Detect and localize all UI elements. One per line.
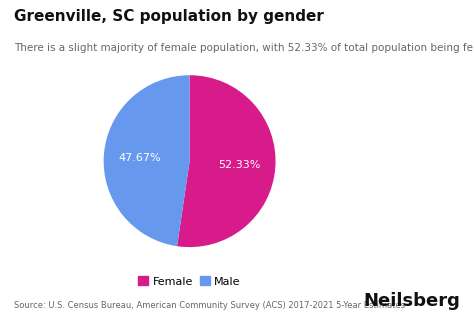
Text: There is a slight majority of female population, with 52.33% of total population: There is a slight majority of female pop… <box>14 43 474 53</box>
Wedge shape <box>177 75 275 247</box>
Text: 52.33%: 52.33% <box>218 160 261 170</box>
Wedge shape <box>104 75 190 246</box>
Text: Greenville, SC population by gender: Greenville, SC population by gender <box>14 9 324 24</box>
Text: Source: U.S. Census Bureau, American Community Survey (ACS) 2017-2021 5-Year Est: Source: U.S. Census Bureau, American Com… <box>14 301 405 310</box>
Text: Neilsberg: Neilsberg <box>363 292 460 310</box>
Legend: Female, Male: Female, Male <box>134 272 245 291</box>
Text: 47.67%: 47.67% <box>118 153 161 162</box>
